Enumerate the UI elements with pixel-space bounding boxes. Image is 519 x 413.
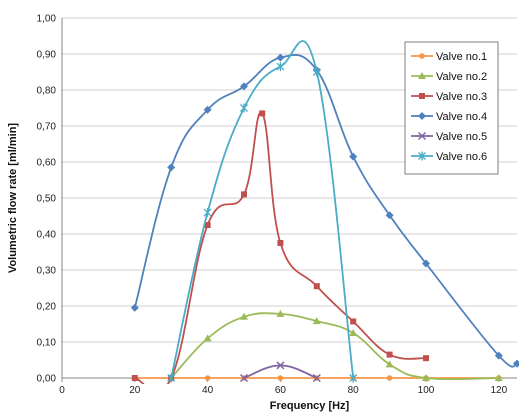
y-tick-label: 0,40 bbox=[37, 230, 57, 241]
series-line bbox=[170, 40, 355, 379]
legend-marker bbox=[418, 112, 426, 120]
data-point bbox=[276, 309, 285, 317]
y-tick-label: 0,00 bbox=[37, 374, 57, 385]
data-point bbox=[349, 373, 358, 383]
data-point bbox=[312, 373, 321, 383]
data-point bbox=[276, 62, 285, 72]
data-point bbox=[167, 163, 176, 172]
data-point bbox=[241, 191, 247, 198]
data-point bbox=[203, 207, 212, 217]
data-point bbox=[240, 103, 248, 113]
legend-label: Valve no.2 bbox=[436, 71, 487, 83]
data-point bbox=[385, 211, 394, 220]
data-point bbox=[277, 240, 284, 246]
data-point bbox=[386, 375, 393, 381]
data-point bbox=[167, 373, 176, 383]
data-point bbox=[203, 105, 212, 114]
legend: Valve no.1 Valve no.2 Valve no.3 Valve no.4… bbox=[404, 41, 499, 175]
data-point bbox=[350, 318, 357, 325]
legend-entry: Valve no.3 bbox=[411, 91, 487, 103]
x-tick-label: 40 bbox=[202, 385, 214, 396]
legend-label: Valve no.1 bbox=[436, 51, 487, 63]
x-axis-title: Frequency [Hz] bbox=[270, 400, 350, 412]
x-tick-label: 100 bbox=[418, 385, 435, 396]
legend-label: Valve no.3 bbox=[436, 91, 487, 103]
y-tick-label: 1,00 bbox=[37, 14, 57, 25]
x-tick-label: 80 bbox=[348, 385, 360, 396]
data-point bbox=[385, 360, 394, 368]
series-2 bbox=[167, 309, 503, 381]
series-lines bbox=[130, 40, 519, 384]
y-tick-label: 0,50 bbox=[37, 194, 57, 205]
legend-entry: Valve no.2 bbox=[411, 71, 487, 83]
series-line bbox=[134, 111, 427, 384]
data-point bbox=[204, 375, 211, 381]
data-point bbox=[130, 303, 139, 312]
x-tick-label: 60 bbox=[275, 385, 287, 396]
legend-marker bbox=[419, 53, 425, 59]
data-point bbox=[276, 361, 285, 370]
x-tick-label: 120 bbox=[490, 385, 507, 396]
data-point bbox=[239, 373, 249, 383]
legend-entry: Valve no.1 bbox=[411, 51, 487, 63]
legend-box bbox=[404, 41, 499, 175]
y-tick-label: 0,60 bbox=[37, 158, 57, 169]
legend-label: Valve no.5 bbox=[436, 131, 487, 143]
legend-entry: Valve no.4 bbox=[411, 111, 487, 123]
tick-labels: 0,00 0,10 0,20 0,30 0,40 0,50 0,60 0,70 0,80 0,90… bbox=[37, 14, 508, 397]
data-point bbox=[276, 53, 285, 62]
data-point bbox=[312, 317, 321, 325]
y-tick-label: 0,10 bbox=[37, 338, 57, 349]
data-point bbox=[240, 312, 248, 320]
legend-marker bbox=[418, 72, 426, 79]
y-tick-label: 0,30 bbox=[37, 266, 57, 277]
data-point bbox=[312, 67, 321, 77]
legend-label: Valve no.6 bbox=[436, 151, 487, 163]
data-point bbox=[131, 375, 138, 381]
grid-lines bbox=[62, 17, 517, 343]
legend-label: Valve no.4 bbox=[436, 111, 487, 123]
data-point bbox=[240, 82, 248, 91]
y-tick-label: 0,20 bbox=[37, 302, 57, 313]
data-point bbox=[349, 329, 358, 336]
y-tick-label: 0,90 bbox=[37, 50, 57, 61]
data-point bbox=[313, 283, 320, 290]
series-5 bbox=[239, 361, 321, 383]
y-axis-title: Volumetric flow rate [ml/min] bbox=[7, 123, 19, 273]
legend-marker bbox=[419, 93, 425, 99]
legend-entry: Valve no.5 bbox=[411, 131, 487, 143]
data-point bbox=[422, 374, 430, 381]
series-6 bbox=[167, 40, 358, 383]
data-point bbox=[422, 259, 430, 268]
legend-entry: Valve no.6 bbox=[411, 151, 487, 163]
y-tick-label: 0,70 bbox=[37, 122, 57, 133]
data-point bbox=[259, 110, 266, 117]
data-point bbox=[203, 334, 212, 342]
data-point bbox=[277, 375, 284, 381]
data-point bbox=[513, 359, 519, 368]
data-point bbox=[349, 152, 358, 161]
data-point bbox=[423, 355, 429, 362]
data-point bbox=[204, 222, 211, 228]
data-point bbox=[386, 351, 393, 358]
legend-marker bbox=[418, 151, 426, 161]
series-line bbox=[170, 312, 499, 381]
data-point bbox=[494, 351, 503, 360]
y-tick-label: 0,80 bbox=[37, 86, 57, 97]
x-tick-label: 0 bbox=[59, 385, 65, 396]
legend-marker bbox=[417, 131, 427, 141]
data-point bbox=[494, 374, 503, 381]
x-tick-label: 20 bbox=[129, 385, 141, 396]
